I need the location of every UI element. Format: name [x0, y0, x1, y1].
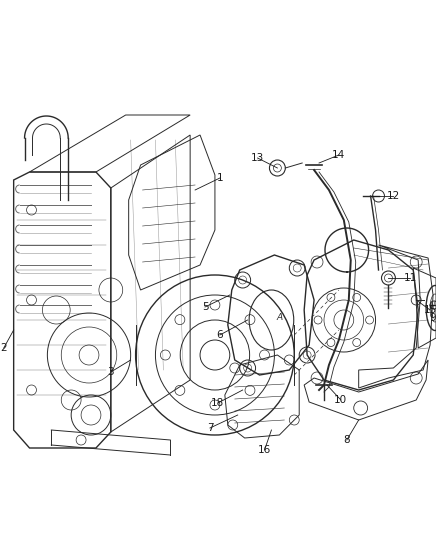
- Text: 16: 16: [258, 445, 271, 455]
- Text: 5: 5: [202, 302, 208, 312]
- Text: 1: 1: [216, 173, 223, 183]
- Text: 12: 12: [387, 191, 400, 201]
- Text: 14: 14: [332, 150, 346, 160]
- Text: 3: 3: [107, 367, 114, 377]
- Text: 11: 11: [404, 273, 417, 283]
- Text: 7: 7: [207, 423, 213, 433]
- Text: 6: 6: [216, 330, 223, 340]
- Text: 2: 2: [0, 343, 7, 353]
- Text: 13: 13: [251, 153, 264, 163]
- Text: 18: 18: [211, 398, 225, 408]
- Text: 8: 8: [343, 435, 350, 445]
- Text: 10: 10: [334, 395, 347, 405]
- Text: 9: 9: [430, 313, 436, 323]
- Text: 15: 15: [424, 305, 437, 315]
- Text: A: A: [276, 313, 283, 322]
